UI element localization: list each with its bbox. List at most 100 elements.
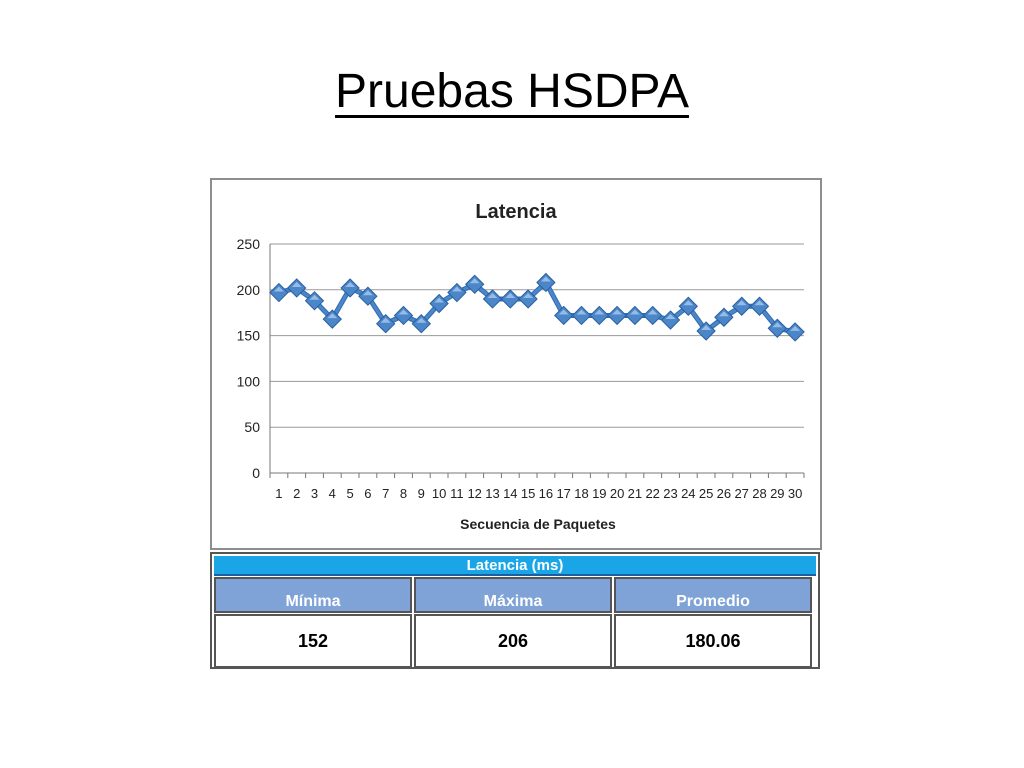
data-point-shine [558, 309, 569, 315]
stats-label-min: Mínima [214, 577, 412, 613]
data-point-11 [447, 282, 467, 303]
x-tick-label: 10 [432, 486, 446, 501]
data-point-3 [304, 291, 325, 311]
data-point-shine [629, 309, 640, 315]
data-point-12 [464, 274, 485, 295]
data-point-shine [434, 297, 445, 303]
data-point-10 [429, 293, 449, 314]
data-point-shine [540, 276, 551, 282]
data-point-shine [790, 325, 801, 331]
data-point-24 [678, 296, 699, 316]
x-tick-label: 8 [400, 486, 407, 501]
axes [269, 244, 805, 478]
x-tick-label: 30 [788, 486, 802, 501]
x-tick-label: 17 [556, 486, 570, 501]
data-point-26 [714, 307, 734, 327]
data-point-shine [612, 309, 623, 315]
x-tick-label: 28 [752, 486, 766, 501]
data-point-7 [375, 313, 396, 334]
y-tick-labels: 0 50 100 150 200 250 [237, 236, 261, 481]
x-tick-label: 7 [382, 486, 389, 501]
data-point-8 [393, 305, 414, 326]
data-point-30 [785, 322, 805, 342]
data-point-shine [718, 311, 729, 317]
data-point-14 [500, 289, 521, 309]
stats-column-max: Máxima 206 [414, 577, 612, 668]
data-point-29 [767, 318, 788, 338]
x-tick-label: 2 [293, 486, 300, 501]
x-axis-label: Secuencia de Paquetes [460, 516, 616, 532]
series-latencia [269, 272, 805, 342]
x-tick-label: 1 [275, 486, 282, 501]
x-tick-label: 6 [364, 486, 371, 501]
data-point-5 [340, 278, 360, 298]
data-point-21 [625, 305, 645, 326]
x-tick-label: 21 [628, 486, 642, 501]
x-tick-label: 15 [521, 486, 535, 501]
x-tick-label: 13 [485, 486, 499, 501]
data-point-27 [731, 296, 752, 316]
data-point-shine [362, 290, 373, 296]
data-point-shine [754, 300, 765, 306]
data-point-shine [576, 309, 587, 315]
stats-label-avg: Promedio [614, 577, 812, 613]
data-point-shine [273, 286, 284, 292]
data-point-shine [398, 309, 409, 315]
stats-value-max: 206 [414, 614, 612, 668]
data-point-shine [772, 322, 783, 328]
data-point-23 [660, 310, 681, 330]
y-tick-label: 50 [244, 419, 260, 435]
x-tick-label: 27 [734, 486, 748, 501]
y-tick-label: 150 [237, 328, 261, 344]
y-tick-label: 250 [237, 236, 261, 252]
data-point-shine [505, 292, 516, 298]
data-point-shine [327, 313, 338, 319]
x-tick-label: 22 [645, 486, 659, 501]
data-point-shine [594, 309, 605, 315]
data-point-shine [309, 294, 320, 300]
data-point-1 [269, 282, 289, 303]
data-point-16 [536, 272, 556, 293]
data-point-shine [451, 286, 462, 292]
latency-stats-table: Latencia (ms) Mínima 152 Máxima 206 Prom… [210, 552, 820, 669]
data-point-13 [482, 289, 503, 309]
data-point-6 [358, 286, 378, 306]
x-tick-label: 14 [503, 486, 517, 501]
data-point-25 [696, 321, 716, 341]
data-point-shine [701, 325, 712, 331]
data-point-9 [411, 313, 432, 334]
latency-chart: Latencia 0 50 100 150 200 250 1 2 3 4 5 6 7 8 9 10 11 12… [210, 178, 822, 550]
data-point-shine [647, 309, 658, 315]
data-point-shine [380, 317, 391, 323]
data-point-17 [553, 305, 574, 326]
data-point-shine [683, 300, 694, 306]
data-point-shine [736, 300, 747, 306]
x-tick-label: 20 [610, 486, 624, 501]
x-tick-label: 11 [450, 486, 464, 501]
x-tick-label: 26 [717, 486, 731, 501]
x-tick-label: 5 [346, 486, 353, 501]
data-point-shine [523, 292, 534, 298]
x-tick-label: 24 [681, 486, 695, 501]
x-tick-label: 9 [418, 486, 425, 501]
data-point-20 [607, 305, 627, 326]
stats-value-min: 152 [214, 614, 412, 668]
stats-label-max: Máxima [414, 577, 612, 613]
y-tick-label: 100 [237, 373, 261, 389]
stats-column-avg: Promedio 180.06 [614, 577, 812, 668]
data-point-shine [345, 281, 356, 287]
x-tick-label: 19 [592, 486, 606, 501]
data-point-15 [518, 289, 538, 309]
data-point-28 [749, 296, 770, 316]
data-point-2 [286, 278, 307, 298]
x-tick-label: 16 [539, 486, 553, 501]
x-tick-labels: 1 2 3 4 5 6 7 8 9 10 11 12 13 14 15 16 17 18 19 20 21 22 23 24 2… [275, 486, 802, 501]
data-point-shine [416, 317, 427, 323]
stats-column-min: Mínima 152 [214, 577, 412, 668]
stats-value-avg: 180.06 [614, 614, 812, 668]
x-tick-label: 18 [574, 486, 588, 501]
y-tick-label: 0 [252, 465, 260, 481]
x-tick-label: 4 [329, 486, 336, 501]
data-point-18 [571, 305, 592, 326]
